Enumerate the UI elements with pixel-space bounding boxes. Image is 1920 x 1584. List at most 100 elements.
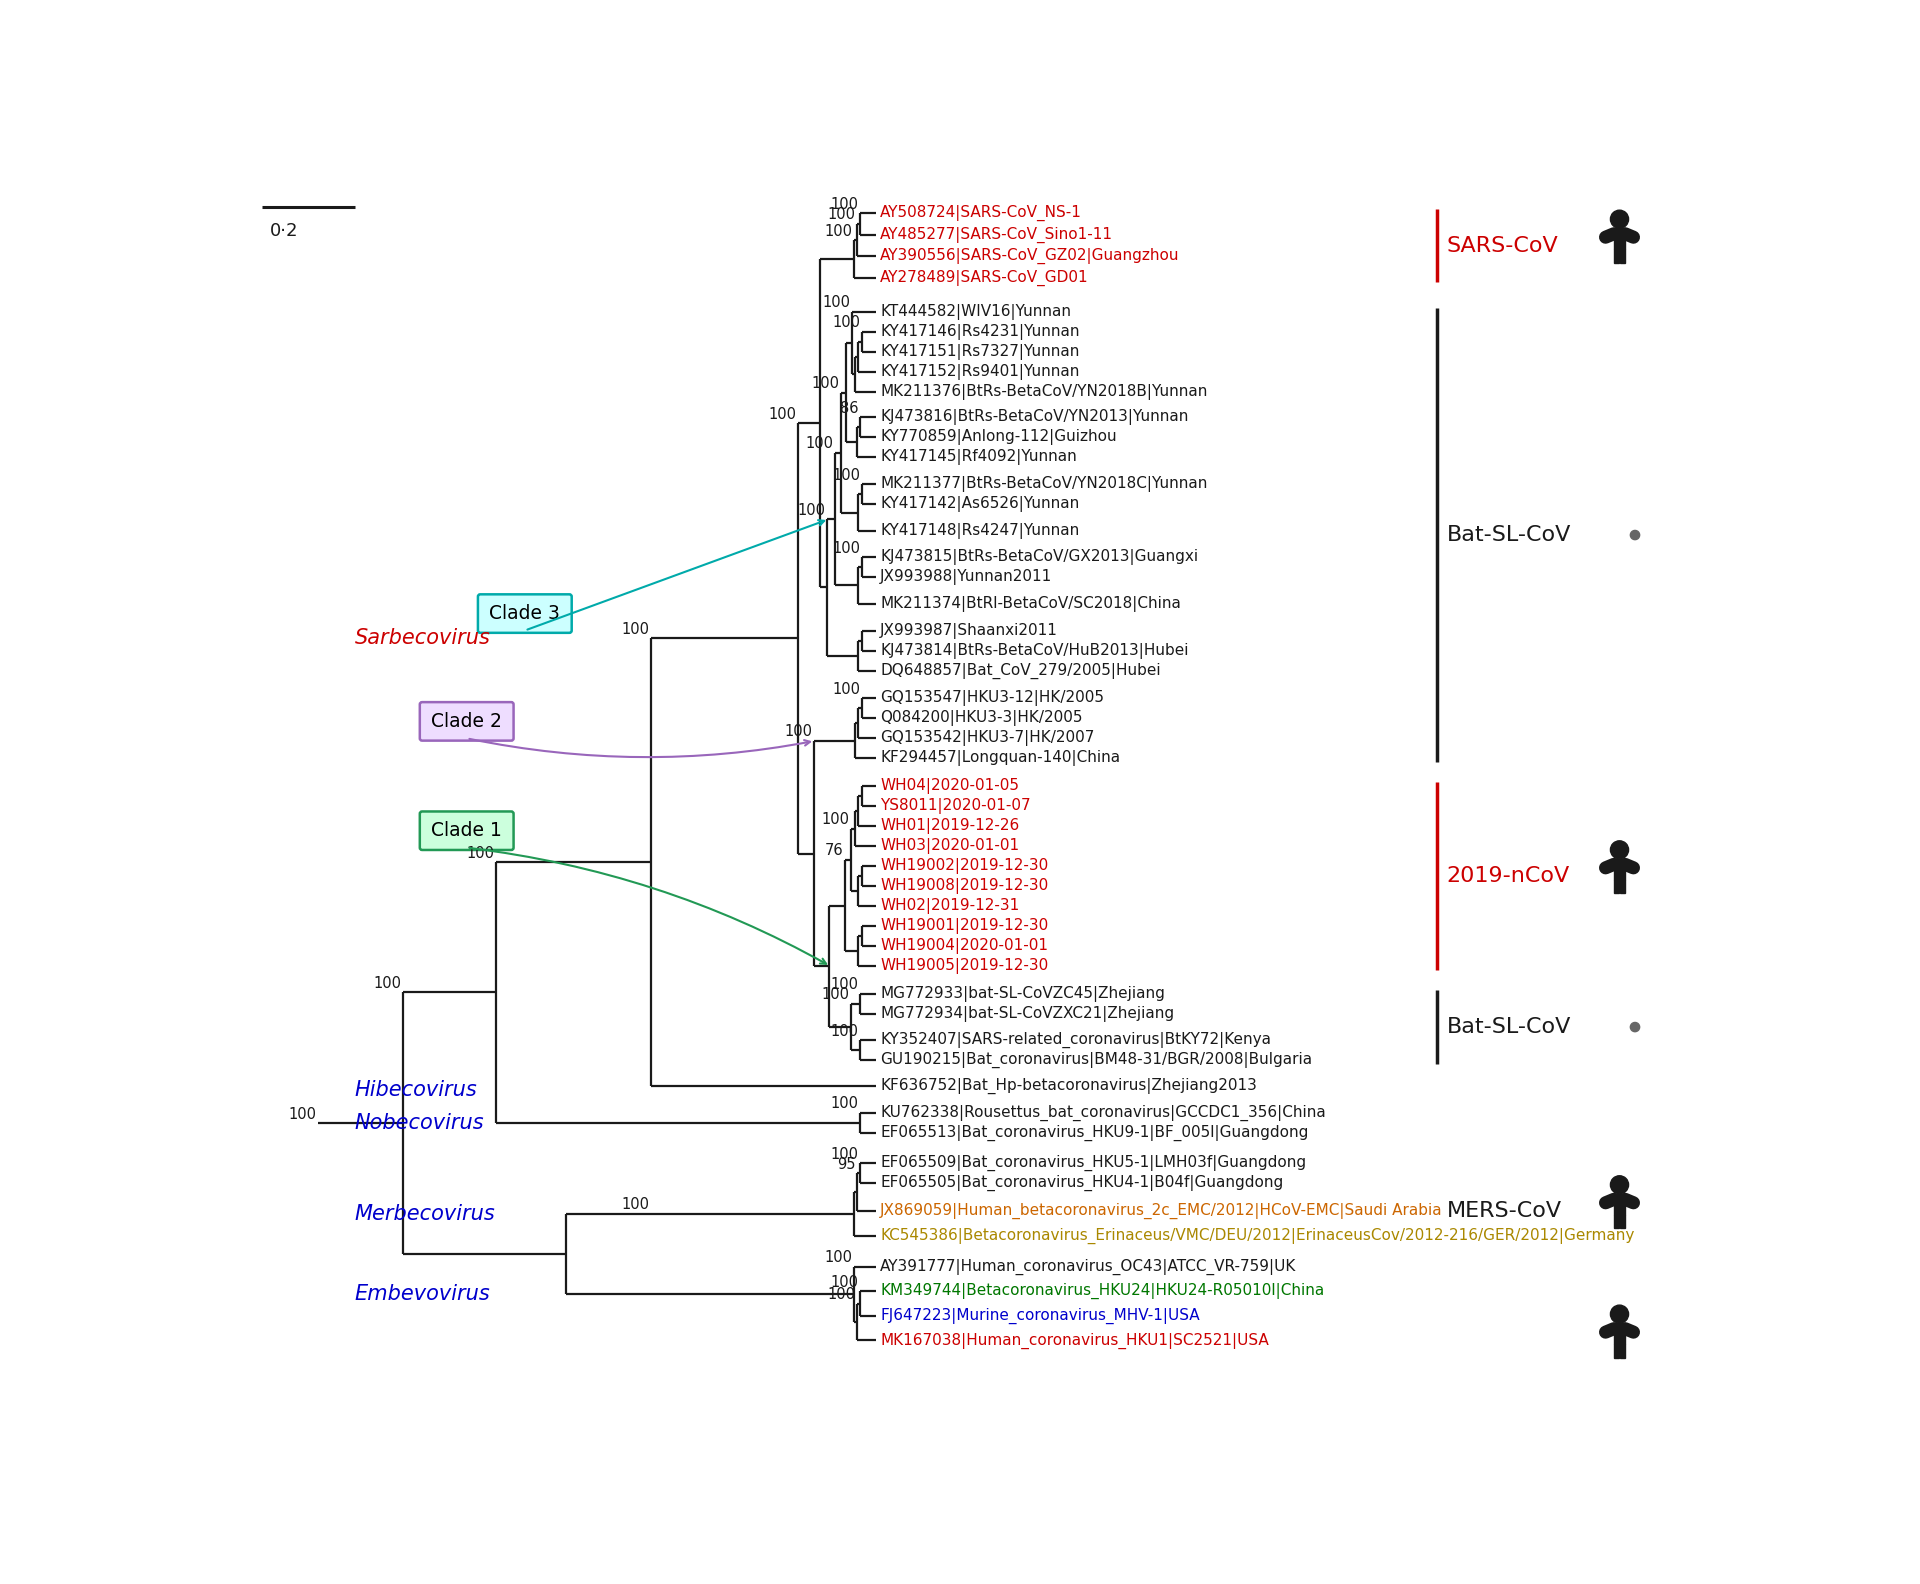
Text: 100: 100 [828,1286,854,1302]
Text: SARS-CoV: SARS-CoV [1446,236,1559,255]
Text: EF065513|Bat_coronavirus_HKU9-1|BF_005l|Guangdong: EF065513|Bat_coronavirus_HKU9-1|BF_005l|… [879,1125,1309,1140]
Text: 86: 86 [839,401,858,415]
Text: 100: 100 [831,540,860,556]
Text: 95: 95 [837,1156,854,1172]
Text: MK211377|BtRs-BetaCoV/YN2018C|Yunnan: MK211377|BtRs-BetaCoV/YN2018C|Yunnan [879,477,1208,493]
Text: 100: 100 [799,502,826,518]
FancyArrowPatch shape [1640,1022,1655,1025]
Text: KJ473814|BtRs-BetaCoV/HuB2013|Hubei: KJ473814|BtRs-BetaCoV/HuB2013|Hubei [879,643,1188,659]
Text: 100: 100 [831,977,858,993]
Text: 100: 100 [372,976,401,992]
Bar [1620,1343,1624,1357]
Text: Hibecovirus: Hibecovirus [355,1080,478,1101]
Text: 100: 100 [822,295,851,310]
Text: Clade 2: Clade 2 [432,711,503,730]
Text: GU190215|Bat_coronavirus|BM48-31/BGR/2008|Bulgaria: GU190215|Bat_coronavirus|BM48-31/BGR/200… [879,1052,1311,1068]
Text: 100: 100 [824,223,852,239]
Text: FJ647223|Murine_coronavirus_MHV-1|USA: FJ647223|Murine_coronavirus_MHV-1|USA [879,1308,1200,1324]
FancyArrowPatch shape [1615,529,1630,534]
Text: AY278489|SARS-CoV_GD01: AY278489|SARS-CoV_GD01 [879,269,1089,287]
Text: 100: 100 [831,1275,858,1289]
Text: KF294457|Longquan-140|China: KF294457|Longquan-140|China [879,751,1119,767]
Text: WH01|2019-12-26: WH01|2019-12-26 [879,817,1020,835]
Text: 100: 100 [783,724,812,740]
Bar [1615,1323,1624,1343]
Text: 100: 100 [831,1147,858,1161]
Text: YS8011|2020-01-07: YS8011|2020-01-07 [879,798,1031,814]
Text: MERS-CoV: MERS-CoV [1446,1201,1561,1221]
Circle shape [1611,1175,1628,1194]
Circle shape [1630,1022,1640,1031]
Text: 100: 100 [622,1198,649,1212]
Text: KY417146|Rs4231|Yunnan: KY417146|Rs4231|Yunnan [879,323,1079,339]
Text: MK167038|Human_coronavirus_HKU1|SC2521|USA: MK167038|Human_coronavirus_HKU1|SC2521|U… [879,1332,1269,1348]
Text: KC545386|Betacoronavirus_Erinaceus/VMC/DEU/2012|ErinaceusCov/2012-216/GER/2012|G: KC545386|Betacoronavirus_Erinaceus/VMC/D… [879,1228,1634,1243]
Text: 100: 100 [467,846,493,860]
Bar [1615,1215,1619,1229]
Circle shape [1611,1305,1628,1323]
Text: JX869059|Human_betacoronavirus_2c_EMC/2012|HCoV-EMC|Saudi Arabia: JX869059|Human_betacoronavirus_2c_EMC/20… [879,1202,1442,1220]
Text: Embevovirus: Embevovirus [355,1285,490,1304]
Text: MK211374|BtRl-BetaCoV/SC2018|China: MK211374|BtRl-BetaCoV/SC2018|China [879,596,1181,611]
Text: 100: 100 [831,315,860,329]
Text: 76: 76 [824,843,843,859]
Text: KF636752|Bat_Hp-betacoronavirus|Zhejiang2013: KF636752|Bat_Hp-betacoronavirus|Zhejiang… [879,1079,1258,1095]
Text: 0·2: 0·2 [269,222,298,241]
Text: KU762338|Rousettus_bat_coronavirus|GCCDC1_356|China: KU762338|Rousettus_bat_coronavirus|GCCDC… [879,1104,1327,1120]
Text: DQ648857|Bat_CoV_279/2005|Hubei: DQ648857|Bat_CoV_279/2005|Hubei [879,662,1162,678]
Text: KY417142|As6526|Yunnan: KY417142|As6526|Yunnan [879,496,1079,512]
Text: 100: 100 [831,467,860,483]
Text: MG772933|bat-SL-CoVZC45|Zhejiang: MG772933|bat-SL-CoVZC45|Zhejiang [879,985,1165,1003]
Text: 100: 100 [831,681,860,697]
FancyBboxPatch shape [420,702,513,741]
FancyArrowPatch shape [1640,529,1655,534]
FancyArrowPatch shape [1615,1022,1630,1025]
Text: Sarbecovirus: Sarbecovirus [355,629,492,648]
Text: 100: 100 [824,1250,852,1266]
Text: 2019-nCoV: 2019-nCoV [1446,866,1571,885]
Text: WH03|2020-01-01: WH03|2020-01-01 [879,838,1020,854]
Text: AY390556|SARS-CoV_GZ02|Guangzhou: AY390556|SARS-CoV_GZ02|Guangzhou [879,249,1179,265]
FancyBboxPatch shape [478,594,572,634]
Text: GQ153547|HKU3-12|HK/2005: GQ153547|HKU3-12|HK/2005 [879,691,1104,706]
Text: Nobecovirus: Nobecovirus [355,1112,484,1133]
Text: WH19004|2020-01-01: WH19004|2020-01-01 [879,938,1048,954]
Text: Q084200|HKU3-3|HK/2005: Q084200|HKU3-3|HK/2005 [879,710,1083,727]
Text: KY417145|Rf4092|Yunnan: KY417145|Rf4092|Yunnan [879,450,1077,466]
Text: KT444582|WIV16|Yunnan: KT444582|WIV16|Yunnan [879,304,1071,320]
Circle shape [1630,531,1640,540]
Text: AY485277|SARS-CoV_Sino1-11: AY485277|SARS-CoV_Sino1-11 [879,227,1114,242]
Text: WH19008|2019-12-30: WH19008|2019-12-30 [879,878,1048,893]
Text: 100: 100 [828,208,854,222]
Text: KJ473815|BtRs-BetaCoV/GX2013|Guangxi: KJ473815|BtRs-BetaCoV/GX2013|Guangxi [879,550,1198,565]
Text: 100: 100 [288,1107,317,1121]
Text: KM349744|Betacoronavirus_HKU24|HKU24-R05010l|China: KM349744|Betacoronavirus_HKU24|HKU24-R05… [879,1283,1325,1299]
Text: KY417148|Rs4247|Yunnan: KY417148|Rs4247|Yunnan [879,523,1079,539]
Text: KY417151|Rs7327|Yunnan: KY417151|Rs7327|Yunnan [879,344,1079,360]
Bar [1615,879,1619,893]
Text: WH04|2020-01-05: WH04|2020-01-05 [879,778,1020,794]
Text: Bat-SL-CoV: Bat-SL-CoV [1446,524,1571,545]
Text: EF065505|Bat_coronavirus_HKU4-1|B04f|Guangdong: EF065505|Bat_coronavirus_HKU4-1|B04f|Gua… [879,1175,1283,1191]
Text: 100: 100 [831,1023,858,1039]
Text: Clade 1: Clade 1 [432,821,503,840]
Text: MG772934|bat-SL-CoVZXC21|Zhejiang: MG772934|bat-SL-CoVZXC21|Zhejiang [879,1006,1175,1022]
Text: MK211376|BtRs-BetaCoV/YN2018B|Yunnan: MK211376|BtRs-BetaCoV/YN2018B|Yunnan [879,383,1208,399]
Text: WH19001|2019-12-30: WH19001|2019-12-30 [879,919,1048,935]
Text: Merbecovirus: Merbecovirus [355,1204,495,1224]
Text: KY352407|SARS-related_coronavirus|BtKY72|Kenya: KY352407|SARS-related_coronavirus|BtKY72… [879,1033,1271,1049]
Text: KY770859|Anlong-112|Guizhou: KY770859|Anlong-112|Guizhou [879,429,1117,445]
Text: 100: 100 [831,1096,858,1110]
Bar [1620,1215,1624,1229]
Bar [1615,859,1624,879]
Text: KY417152|Rs9401|Yunnan: KY417152|Rs9401|Yunnan [879,364,1079,380]
Text: 100: 100 [822,987,849,1003]
Text: JX993988|Yunnan2011: JX993988|Yunnan2011 [879,569,1052,586]
Text: 100: 100 [768,407,797,421]
Text: 100: 100 [831,196,858,212]
Text: Bat-SL-CoV: Bat-SL-CoV [1446,1017,1571,1038]
Text: GQ153542|HKU3-7|HK/2007: GQ153542|HKU3-7|HK/2007 [879,730,1094,746]
Bar [1615,228,1624,249]
Text: 100: 100 [806,436,833,451]
Text: AY391777|Human_coronavirus_OC43|ATCC_VR-759|UK: AY391777|Human_coronavirus_OC43|ATCC_VR-… [879,1258,1296,1275]
